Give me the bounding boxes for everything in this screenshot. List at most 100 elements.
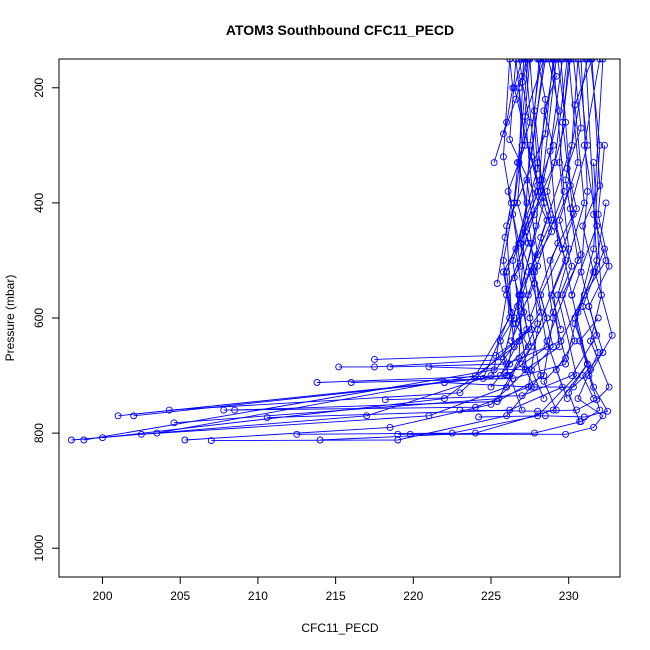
data-point bbox=[523, 199, 531, 207]
data-point bbox=[493, 280, 501, 287]
data-point bbox=[608, 331, 616, 339]
data-point bbox=[371, 363, 378, 371]
data-point bbox=[501, 285, 509, 293]
series-line bbox=[223, 59, 570, 411]
data-point bbox=[599, 59, 607, 63]
series-46 bbox=[507, 59, 534, 345]
series-line bbox=[133, 59, 554, 417]
data-point bbox=[587, 337, 594, 345]
data-point bbox=[80, 436, 88, 444]
y-tick-label: 600 bbox=[32, 308, 46, 328]
series-line bbox=[516, 59, 531, 244]
series-line bbox=[568, 59, 601, 422]
x-tick-label: 215 bbox=[326, 589, 346, 603]
data-point bbox=[577, 124, 585, 132]
data-point bbox=[577, 59, 585, 63]
series-line bbox=[141, 59, 539, 435]
data-point bbox=[568, 291, 576, 299]
data-point bbox=[363, 412, 371, 420]
data-point bbox=[576, 337, 584, 345]
data-point bbox=[509, 84, 517, 92]
x-tick-label: 230 bbox=[559, 589, 579, 603]
series-2 bbox=[80, 59, 548, 444]
data-point bbox=[531, 383, 538, 391]
series-line bbox=[490, 59, 539, 388]
data-point bbox=[590, 245, 598, 253]
data-point bbox=[576, 418, 584, 426]
data-point bbox=[555, 159, 563, 167]
data-point bbox=[580, 199, 588, 207]
data-point bbox=[548, 291, 556, 299]
data-point bbox=[569, 383, 577, 391]
data-point bbox=[499, 153, 507, 161]
y-tick-label: 1000 bbox=[32, 535, 46, 562]
data-point bbox=[537, 308, 545, 316]
data-point bbox=[583, 141, 591, 149]
data-point bbox=[506, 406, 514, 414]
series-line bbox=[71, 59, 539, 441]
series-45 bbox=[521, 59, 548, 299]
data-point bbox=[510, 314, 518, 322]
data-point bbox=[548, 228, 556, 236]
data-point bbox=[475, 413, 483, 421]
data-point bbox=[513, 199, 521, 207]
data-point bbox=[521, 59, 529, 63]
data-point bbox=[381, 396, 389, 404]
data-point bbox=[565, 389, 573, 397]
data-point bbox=[524, 239, 532, 247]
data-point bbox=[371, 355, 378, 363]
data-point bbox=[552, 366, 560, 374]
data-point bbox=[515, 291, 523, 299]
data-point bbox=[527, 326, 535, 333]
data-point bbox=[504, 187, 512, 195]
data-point bbox=[509, 210, 517, 218]
data-point bbox=[549, 141, 557, 149]
data-point bbox=[596, 141, 604, 149]
data-point bbox=[506, 136, 514, 144]
series-19 bbox=[371, 59, 571, 363]
series-line bbox=[267, 59, 588, 419]
data-point bbox=[521, 228, 529, 236]
data-point bbox=[590, 383, 598, 391]
series-line bbox=[496, 59, 512, 284]
series-40 bbox=[565, 59, 604, 426]
data-point bbox=[515, 59, 523, 63]
data-point bbox=[386, 363, 394, 371]
data-point bbox=[555, 107, 563, 115]
data-point bbox=[593, 396, 601, 404]
data-point bbox=[67, 436, 75, 444]
data-point bbox=[263, 414, 271, 422]
data-point bbox=[579, 372, 587, 380]
data-point bbox=[552, 72, 560, 80]
series-line bbox=[184, 59, 546, 441]
data-point bbox=[506, 372, 514, 380]
data-point bbox=[490, 159, 498, 167]
series-line bbox=[521, 59, 556, 388]
data-point bbox=[394, 430, 402, 438]
data-point bbox=[545, 59, 552, 63]
series-line bbox=[582, 145, 610, 399]
data-point bbox=[571, 337, 579, 345]
series-line bbox=[385, 59, 598, 401]
data-point bbox=[562, 430, 570, 438]
data-point bbox=[293, 430, 301, 438]
data-point bbox=[515, 337, 523, 345]
data-point bbox=[499, 130, 507, 138]
x-tick-label: 200 bbox=[92, 589, 112, 603]
data-point bbox=[440, 395, 448, 403]
data-point bbox=[574, 256, 582, 264]
data-point bbox=[540, 377, 548, 385]
series-line bbox=[543, 59, 579, 411]
data-point bbox=[546, 256, 554, 264]
data-point bbox=[555, 216, 563, 224]
x-axis-label: CFC11_PECD bbox=[301, 621, 378, 635]
data-point bbox=[472, 429, 479, 437]
series-22 bbox=[394, 199, 616, 438]
data-point bbox=[510, 274, 518, 282]
data-point bbox=[507, 337, 515, 345]
data-point bbox=[527, 366, 535, 374]
series-line bbox=[374, 59, 568, 360]
data-point bbox=[594, 210, 602, 218]
series-42 bbox=[513, 59, 534, 247]
data-point bbox=[531, 429, 538, 437]
